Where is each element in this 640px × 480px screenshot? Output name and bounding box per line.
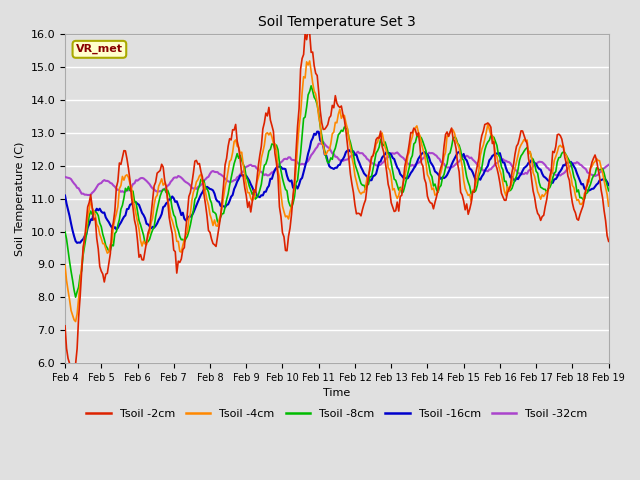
Y-axis label: Soil Temperature (C): Soil Temperature (C): [15, 142, 25, 256]
Legend: Tsoil -2cm, Tsoil -4cm, Tsoil -8cm, Tsoil -16cm, Tsoil -32cm: Tsoil -2cm, Tsoil -4cm, Tsoil -8cm, Tsoi…: [82, 404, 592, 423]
Title: Soil Temperature Set 3: Soil Temperature Set 3: [258, 15, 416, 29]
Text: VR_met: VR_met: [76, 44, 123, 54]
X-axis label: Time: Time: [323, 388, 351, 398]
